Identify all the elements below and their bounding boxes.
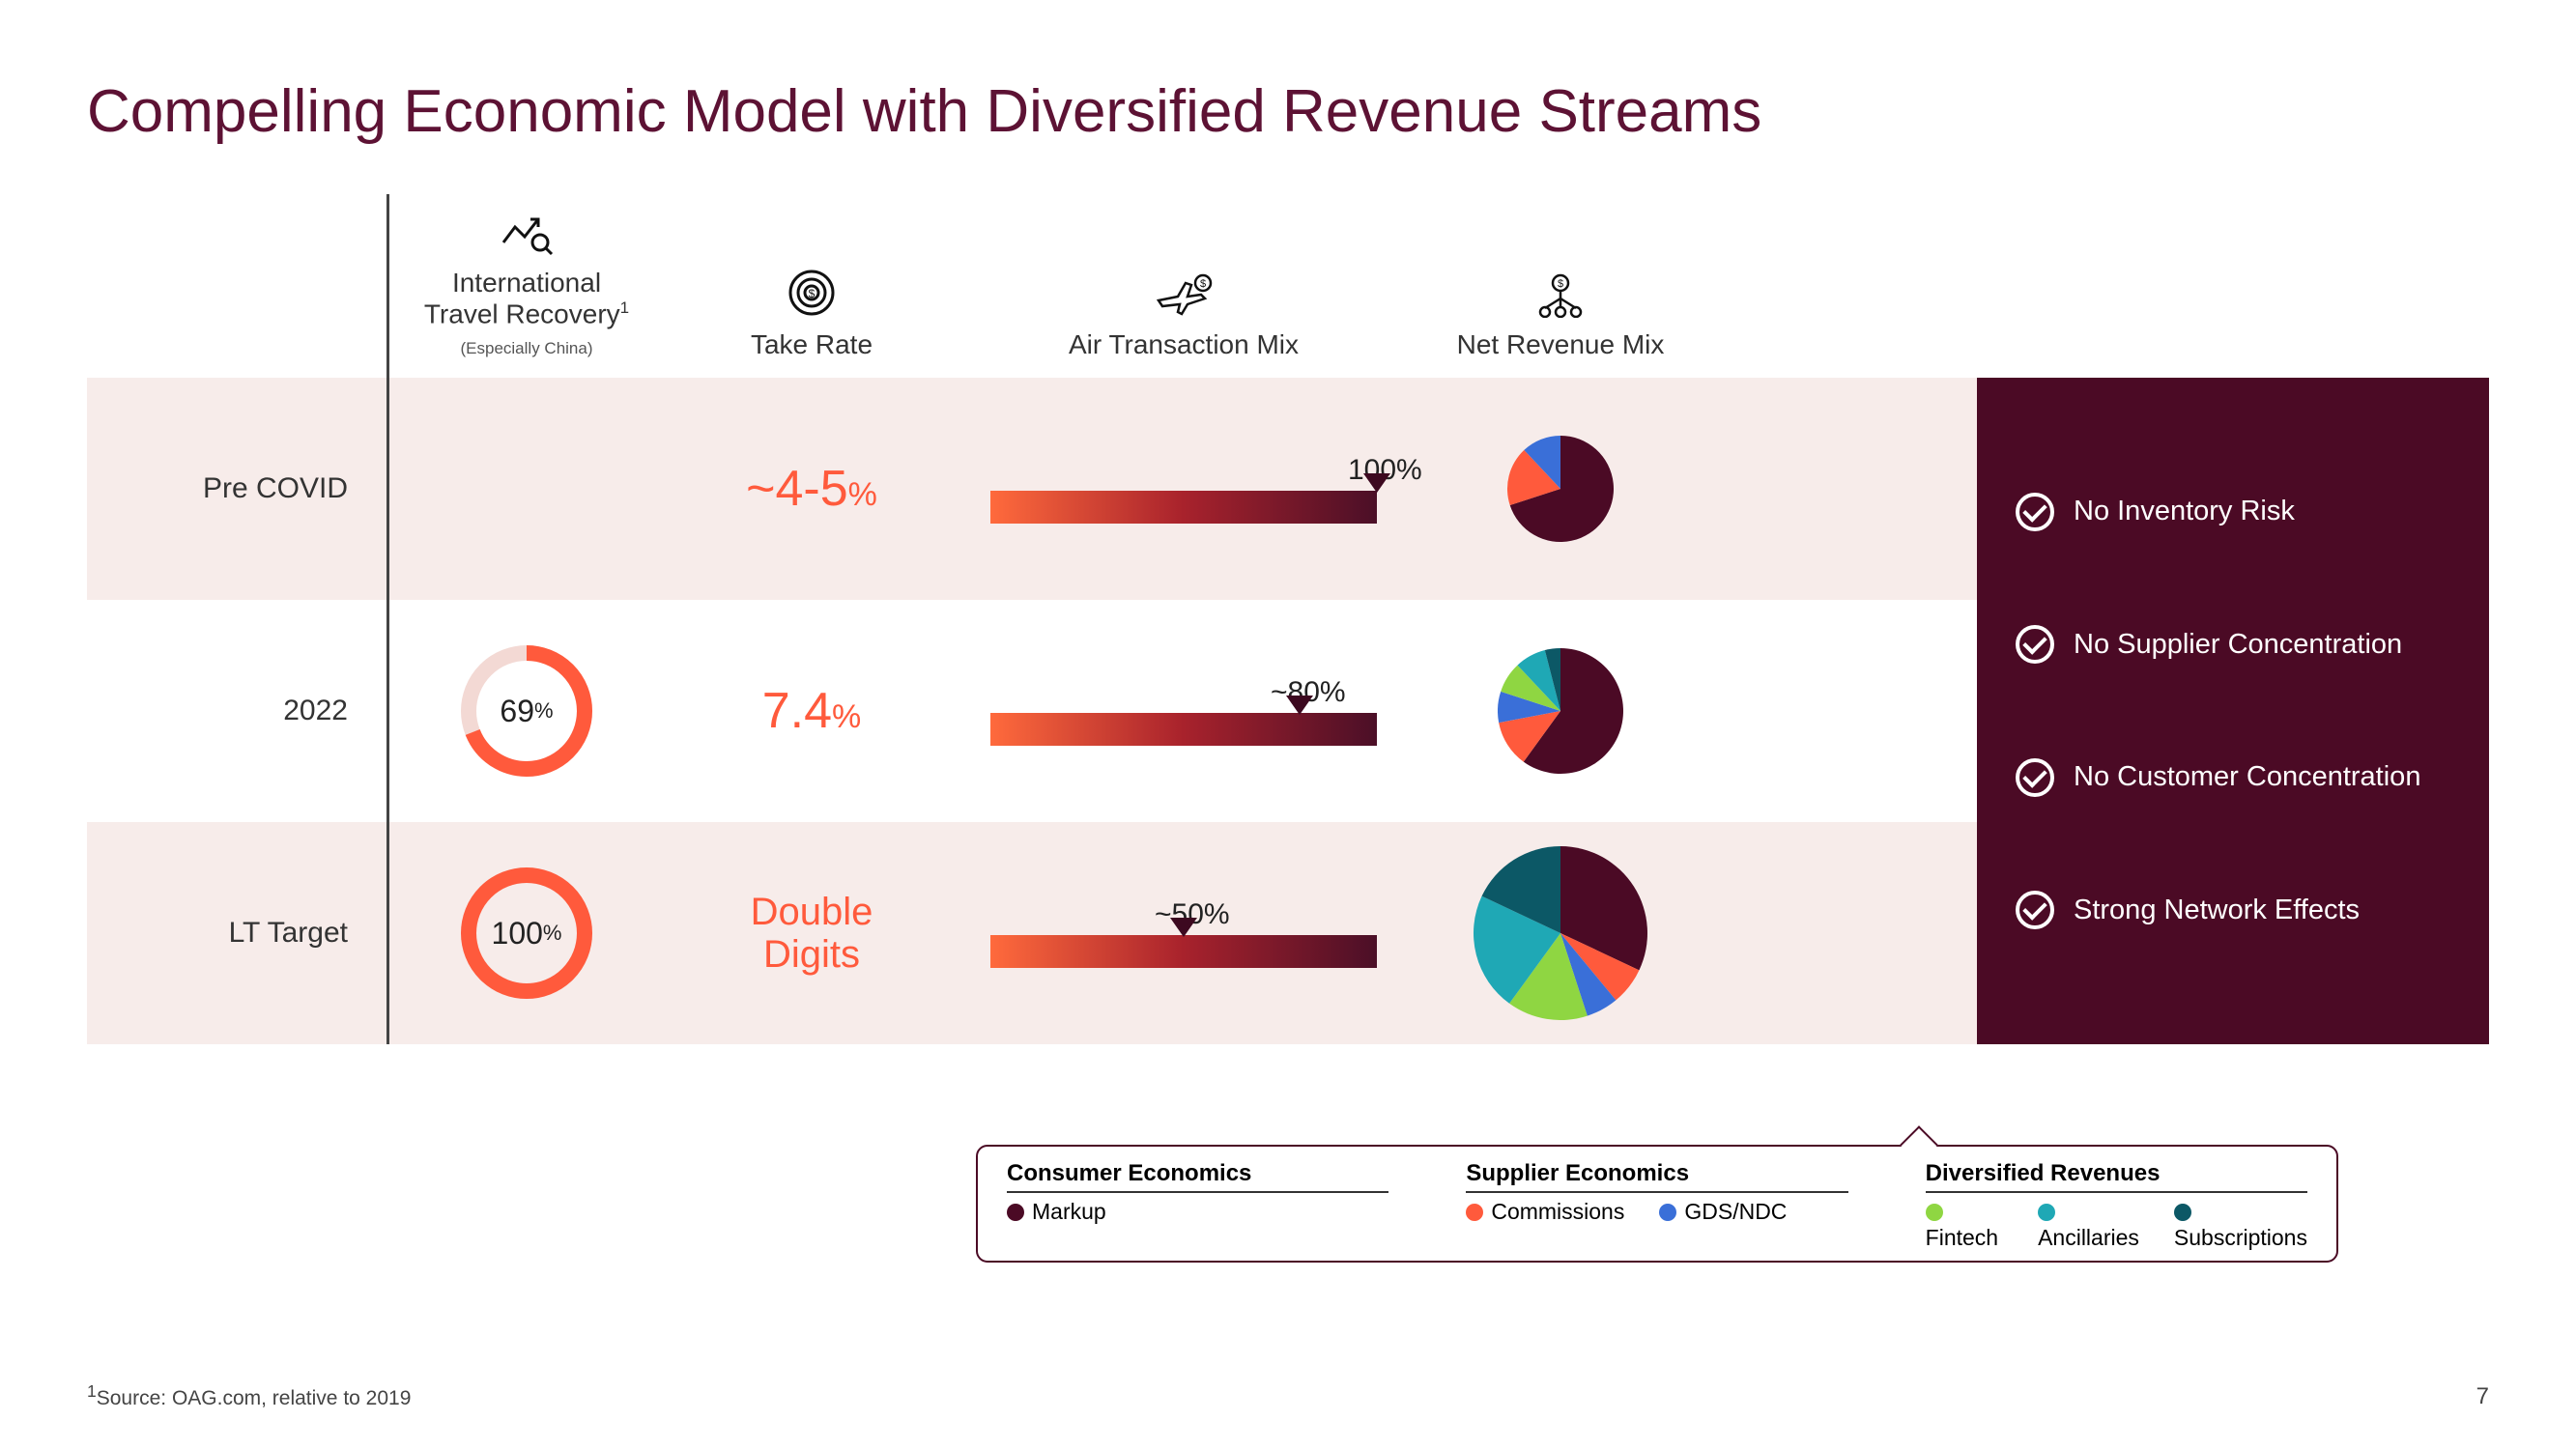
plane-dollar-icon: $ — [1153, 271, 1215, 318]
cell-rev-mix — [1411, 600, 1710, 822]
take-rate-value: DoubleDigits — [751, 891, 873, 976]
benefit-label: Strong Network Effects — [2074, 895, 2360, 926]
revenue-pie — [1498, 648, 1623, 774]
legend-item: Ancillaries — [2038, 1199, 2139, 1251]
benefits-column: No Inventory Risk No Supplier Concentrati… — [1977, 194, 2489, 1044]
legend-item: Commissions — [1466, 1199, 1624, 1225]
cell-recovery: 100% — [386, 822, 667, 1044]
legend-group: Consumer Economics Markup — [1007, 1160, 1388, 1251]
check-icon — [2016, 493, 2054, 531]
legend-group-title: Consumer Economics — [1007, 1160, 1388, 1193]
legend-group: Supplier Economics Commissions GDS/NDC — [1466, 1160, 1847, 1251]
air-mix-bar — [990, 935, 1377, 968]
row-label: Pre COVID — [87, 472, 386, 505]
air-mix-bar — [990, 491, 1377, 524]
air-mix-label: 100% — [990, 454, 1377, 487]
legend-group: Diversified Revenues Fintech Ancillaries Su… — [1926, 1160, 2307, 1251]
trend-search-icon — [500, 213, 554, 256]
cell-air-mix: ~80% — [957, 600, 1411, 822]
benefit-item: No Customer Concentration — [2016, 758, 2450, 797]
legend-swatch — [1466, 1204, 1483, 1221]
recovery-donut: 100% — [454, 861, 599, 1006]
cell-rev-mix — [1411, 378, 1710, 600]
cell-air-mix: ~50% — [957, 822, 1411, 1044]
benefit-label: No Inventory Risk — [2074, 496, 2295, 527]
col-header-rev-mix: $ Net Revenue Mix — [1411, 271, 1710, 360]
legend-swatch — [1926, 1204, 1943, 1221]
col-header-air-mix: $ Air Transaction Mix — [957, 271, 1411, 360]
table-row: Pre COVID ~4-5% 100% — [87, 378, 1977, 600]
legend-swatch — [2174, 1204, 2191, 1221]
check-icon — [2016, 758, 2054, 797]
check-icon — [2016, 891, 2054, 929]
cell-take-rate: ~4-5% — [667, 378, 957, 600]
cell-recovery: 69% — [386, 600, 667, 822]
air-mix-marker — [1286, 696, 1313, 715]
row-label: LT Target — [87, 917, 386, 950]
slide-title: Compelling Economic Model with Diversifi… — [87, 77, 2489, 146]
data-rows: Pre COVID ~4-5% 100% 2022 69% 7.4% ~80% — [87, 378, 1977, 1044]
col-header-recovery: International Travel Recovery1 (Especial… — [386, 213, 667, 360]
target-dollar-icon: $ — [787, 268, 837, 318]
col-header-take-rate: $ Take Rate — [667, 268, 957, 360]
footnote: 1Source: OAG.com, relative to 2019 — [87, 1381, 411, 1410]
page-number: 7 — [2476, 1383, 2489, 1410]
benefit-item: No Supplier Concentration — [2016, 625, 2450, 664]
take-rate-value: 7.4% — [762, 682, 862, 740]
column-headers: International Travel Recovery1 (Especial… — [87, 194, 1977, 378]
main-grid: International Travel Recovery1 (Especial… — [87, 194, 2489, 1044]
cell-air-mix: 100% — [957, 378, 1411, 600]
revenue-pie — [1474, 846, 1647, 1020]
legend-item: Fintech — [1926, 1199, 2003, 1251]
legend-item: GDS/NDC — [1659, 1199, 1787, 1225]
air-mix-marker — [1363, 473, 1390, 493]
legend-notch — [1900, 1125, 1938, 1164]
legend-item: Markup — [1007, 1199, 1106, 1225]
legend-item: Subscriptions — [2174, 1199, 2307, 1251]
air-mix-label: ~80% — [990, 676, 1377, 709]
network-dollar-icon: $ — [1532, 271, 1589, 318]
benefit-label: No Customer Concentration — [2074, 761, 2420, 793]
check-icon — [2016, 625, 2054, 664]
svg-text:$: $ — [1200, 278, 1206, 290]
benefit-item: No Inventory Risk — [2016, 493, 2450, 531]
recovery-donut: 69% — [454, 639, 599, 783]
legend-group-title: Diversified Revenues — [1926, 1160, 2307, 1193]
benefit-label: No Supplier Concentration — [2074, 629, 2402, 661]
row-label: 2022 — [87, 695, 386, 727]
legend-swatch — [1007, 1204, 1024, 1221]
cell-take-rate: 7.4% — [667, 600, 957, 822]
cell-take-rate: DoubleDigits — [667, 822, 957, 1044]
vertical-divider — [386, 194, 389, 1044]
benefits-panel: No Inventory Risk No Supplier Concentrati… — [1977, 378, 2489, 1044]
svg-text:$: $ — [809, 287, 816, 300]
legend-group-title: Supplier Economics — [1466, 1160, 1847, 1193]
benefit-item: Strong Network Effects — [2016, 891, 2450, 929]
table-area: International Travel Recovery1 (Especial… — [87, 194, 1977, 1044]
take-rate-value: ~4-5% — [746, 460, 877, 518]
cell-recovery — [386, 378, 667, 600]
air-mix-bar — [990, 713, 1377, 746]
legend-swatch — [1659, 1204, 1676, 1221]
legend-swatch — [2038, 1204, 2055, 1221]
revenue-pie — [1507, 436, 1614, 542]
table-row: 2022 69% 7.4% ~80% — [87, 600, 1977, 822]
air-mix-marker — [1170, 918, 1197, 937]
table-row: LT Target 100% DoubleDigits ~50% — [87, 822, 1977, 1044]
svg-text:$: $ — [1558, 278, 1563, 290]
legend-box: Consumer Economics Markup Supplier Economi… — [976, 1145, 2338, 1263]
cell-rev-mix — [1411, 822, 1710, 1044]
